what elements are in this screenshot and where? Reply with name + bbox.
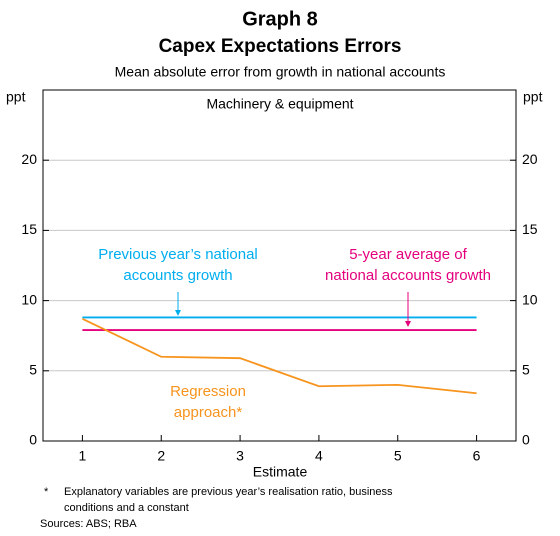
x-tick-label: 2	[157, 448, 165, 464]
x-axis-label: Estimate	[253, 464, 308, 480]
y2-tick-label: 10	[522, 291, 538, 307]
y2-unit: ppt	[523, 89, 543, 105]
x-tick-label: 1	[79, 448, 87, 464]
series-label: accounts growth	[123, 267, 232, 284]
y-tick-label: 20	[21, 151, 37, 167]
y-tick-label: 0	[29, 432, 37, 448]
y-tick-label: 5	[29, 362, 37, 378]
chart-description: Mean absolute error from growth in natio…	[115, 64, 446, 80]
x-tick-label: 6	[473, 448, 481, 464]
y-tick-label: 10	[21, 291, 37, 307]
panel-title: Machinery & equipment	[206, 96, 353, 112]
series-line	[82, 318, 477, 395]
label-arrowhead	[175, 310, 181, 316]
plot-frame	[42, 89, 517, 442]
footnote-line: Explanatory variables are previous year’…	[64, 486, 393, 498]
y2-tick-label: 0	[522, 432, 530, 448]
x-tick-label: 5	[394, 448, 402, 464]
footnote-line: conditions and a constant	[64, 502, 189, 514]
y2-tick-label: 15	[522, 221, 538, 237]
chart-title: Graph 8	[242, 8, 318, 30]
label-arrowhead	[405, 321, 411, 327]
x-tick-label: 4	[315, 448, 323, 464]
footnote-marker: *	[44, 486, 49, 498]
series-label: Regression	[170, 383, 246, 400]
y2-tick-label: 5	[522, 362, 530, 378]
series-label: national accounts growth	[325, 267, 491, 284]
y-unit: ppt	[6, 89, 26, 105]
series-label: approach*	[174, 404, 243, 421]
y2-tick-label: 20	[522, 151, 538, 167]
sources: Sources: ABS; RBA	[40, 518, 137, 530]
series-label: Previous year’s national	[98, 246, 258, 263]
y-tick-label: 15	[21, 221, 37, 237]
series-label: 5-year average of	[349, 246, 467, 263]
x-tick-label: 3	[236, 448, 244, 464]
chart-subtitle: Capex Expectations Errors	[159, 36, 402, 57]
